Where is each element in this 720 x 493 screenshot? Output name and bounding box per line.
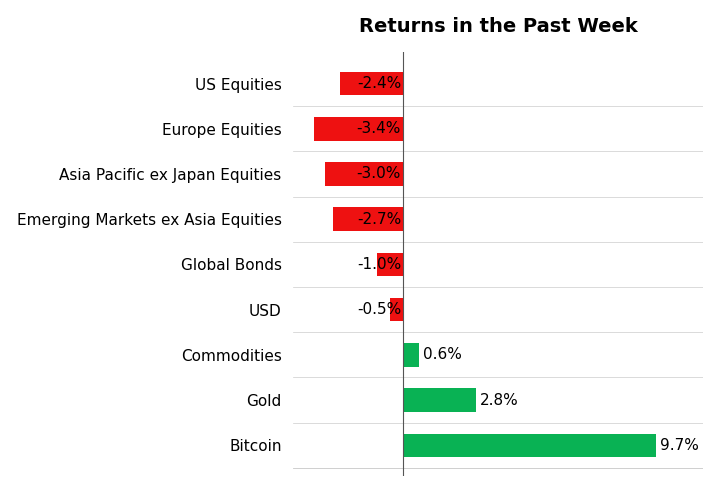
Text: -1.0%: -1.0%: [357, 257, 401, 272]
Text: -2.4%: -2.4%: [357, 76, 401, 91]
Bar: [403, 388, 476, 412]
Text: 0.6%: 0.6%: [423, 348, 462, 362]
Bar: [403, 433, 657, 457]
Bar: [341, 72, 403, 95]
Text: -0.5%: -0.5%: [357, 302, 401, 317]
Bar: [325, 162, 403, 186]
Text: -3.4%: -3.4%: [356, 121, 401, 136]
Bar: [333, 208, 403, 231]
Title: Returns in the Past Week: Returns in the Past Week: [359, 17, 638, 35]
Bar: [403, 343, 419, 367]
Bar: [315, 117, 403, 141]
Text: -3.0%: -3.0%: [356, 167, 401, 181]
Bar: [377, 252, 403, 276]
Text: 9.7%: 9.7%: [660, 438, 699, 453]
Text: -2.7%: -2.7%: [357, 211, 401, 227]
Text: 2.8%: 2.8%: [480, 392, 519, 408]
Bar: [390, 298, 403, 321]
